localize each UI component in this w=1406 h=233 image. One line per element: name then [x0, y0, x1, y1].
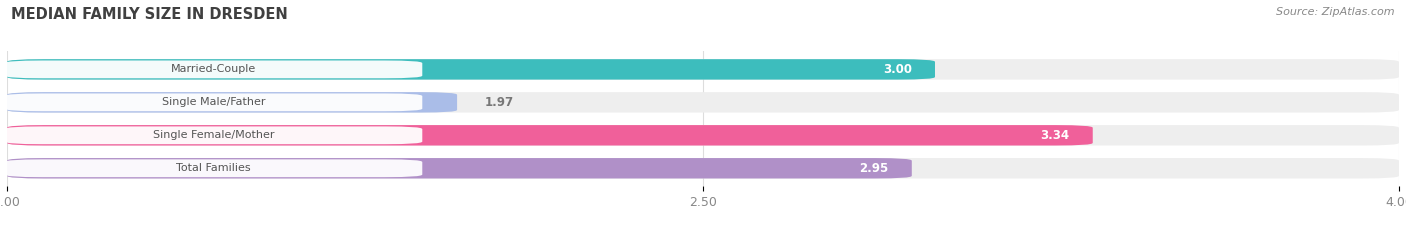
- FancyBboxPatch shape: [4, 61, 422, 78]
- FancyBboxPatch shape: [7, 92, 457, 113]
- FancyBboxPatch shape: [7, 158, 1399, 178]
- Text: MEDIAN FAMILY SIZE IN DRESDEN: MEDIAN FAMILY SIZE IN DRESDEN: [11, 7, 288, 22]
- FancyBboxPatch shape: [4, 93, 422, 111]
- FancyBboxPatch shape: [7, 92, 1399, 113]
- Text: 2.95: 2.95: [859, 162, 889, 175]
- Text: Source: ZipAtlas.com: Source: ZipAtlas.com: [1277, 7, 1395, 17]
- Text: 3.34: 3.34: [1040, 129, 1070, 142]
- Text: Total Families: Total Families: [176, 163, 250, 173]
- FancyBboxPatch shape: [7, 158, 912, 178]
- Text: Single Male/Father: Single Male/Father: [162, 97, 266, 107]
- FancyBboxPatch shape: [4, 159, 422, 177]
- Text: 1.97: 1.97: [485, 96, 515, 109]
- FancyBboxPatch shape: [7, 59, 1399, 80]
- FancyBboxPatch shape: [4, 127, 422, 144]
- Text: Single Female/Mother: Single Female/Mother: [153, 130, 274, 140]
- FancyBboxPatch shape: [7, 125, 1399, 146]
- FancyBboxPatch shape: [7, 59, 935, 80]
- FancyBboxPatch shape: [7, 125, 1092, 146]
- Text: 3.00: 3.00: [883, 63, 912, 76]
- Text: Married-Couple: Married-Couple: [172, 64, 256, 74]
